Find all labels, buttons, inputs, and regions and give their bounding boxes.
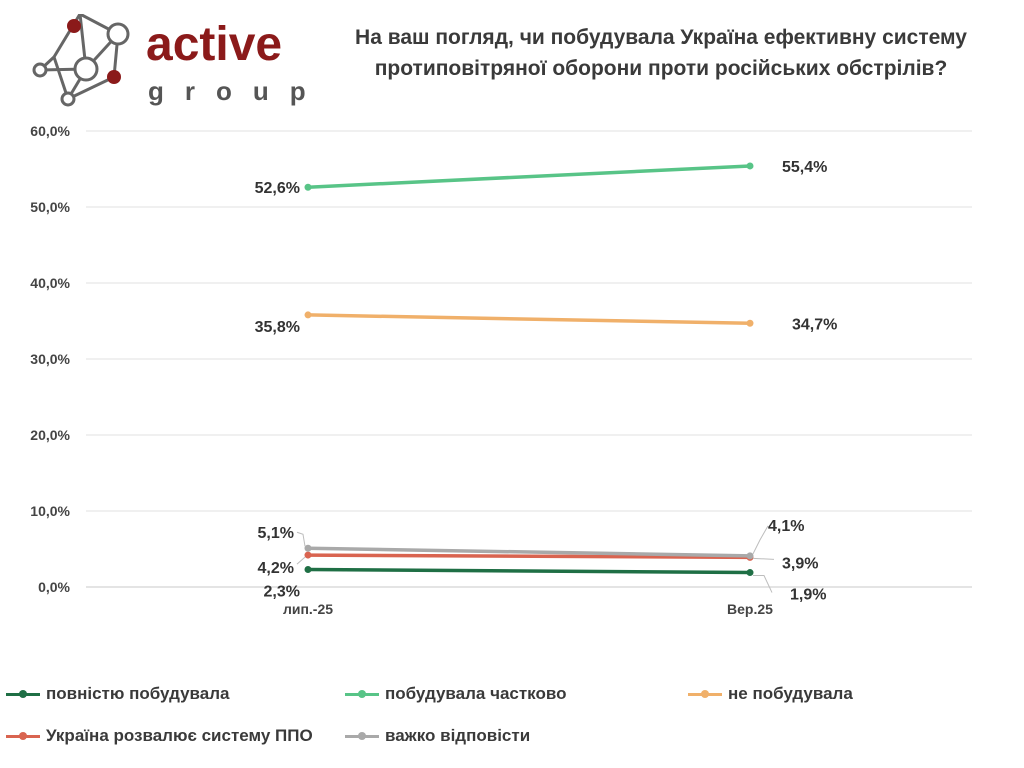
active-group-logo: active group — [32, 14, 320, 107]
y-tick-label: 60,0% — [30, 123, 70, 139]
data-label: 4,2% — [258, 560, 294, 577]
data-label: 3,9% — [782, 555, 818, 572]
x-tick-label: Вер.25 — [727, 601, 773, 617]
series-4 — [296, 525, 769, 560]
data-point — [304, 544, 312, 552]
data-label: 34,7% — [792, 316, 837, 333]
y-tick-label: 30,0% — [30, 351, 70, 367]
leader-line — [296, 556, 306, 565]
data-label: 55,4% — [782, 159, 827, 176]
data-label: 52,6% — [255, 180, 300, 197]
series-line — [307, 567, 751, 575]
data-label: 1,9% — [790, 587, 826, 604]
logo-sub: group — [148, 76, 320, 106]
data-point — [746, 552, 754, 560]
data-point — [304, 551, 312, 559]
series-2 — [304, 311, 754, 327]
data-label: 2,3% — [264, 584, 300, 601]
chart-title: На ваш погляд, чи побудувала Україна ефе… — [355, 26, 967, 80]
data-label: 4,1% — [768, 518, 804, 535]
leader-line — [753, 575, 773, 593]
leader-line — [752, 525, 769, 555]
series-line — [307, 553, 751, 560]
logo-dot-1 — [67, 19, 81, 33]
data-point — [304, 566, 312, 574]
logo-dot-2 — [107, 70, 121, 84]
series-line — [307, 164, 751, 189]
x-tick-label: лип.-25 — [283, 601, 333, 617]
leader-line — [752, 557, 775, 560]
data-label: 35,8% — [255, 319, 300, 336]
data-point — [304, 183, 312, 191]
y-tick-label: 20,0% — [30, 427, 70, 443]
data-point — [746, 319, 754, 327]
logo-word: active — [146, 18, 282, 71]
network-icon — [32, 14, 130, 107]
y-tick-label: 10,0% — [30, 503, 70, 519]
data-point — [746, 162, 754, 170]
data-label: 5,1% — [258, 525, 294, 542]
series-1 — [304, 162, 754, 191]
series-line — [307, 313, 751, 326]
y-tick-label: 0,0% — [38, 579, 70, 595]
leader-line — [296, 531, 306, 547]
y-tick-label: 40,0% — [30, 275, 70, 291]
data-point — [304, 311, 312, 319]
series-line — [307, 546, 751, 558]
data-point — [746, 569, 754, 577]
y-tick-label: 50,0% — [30, 199, 70, 215]
series-0 — [304, 566, 773, 593]
